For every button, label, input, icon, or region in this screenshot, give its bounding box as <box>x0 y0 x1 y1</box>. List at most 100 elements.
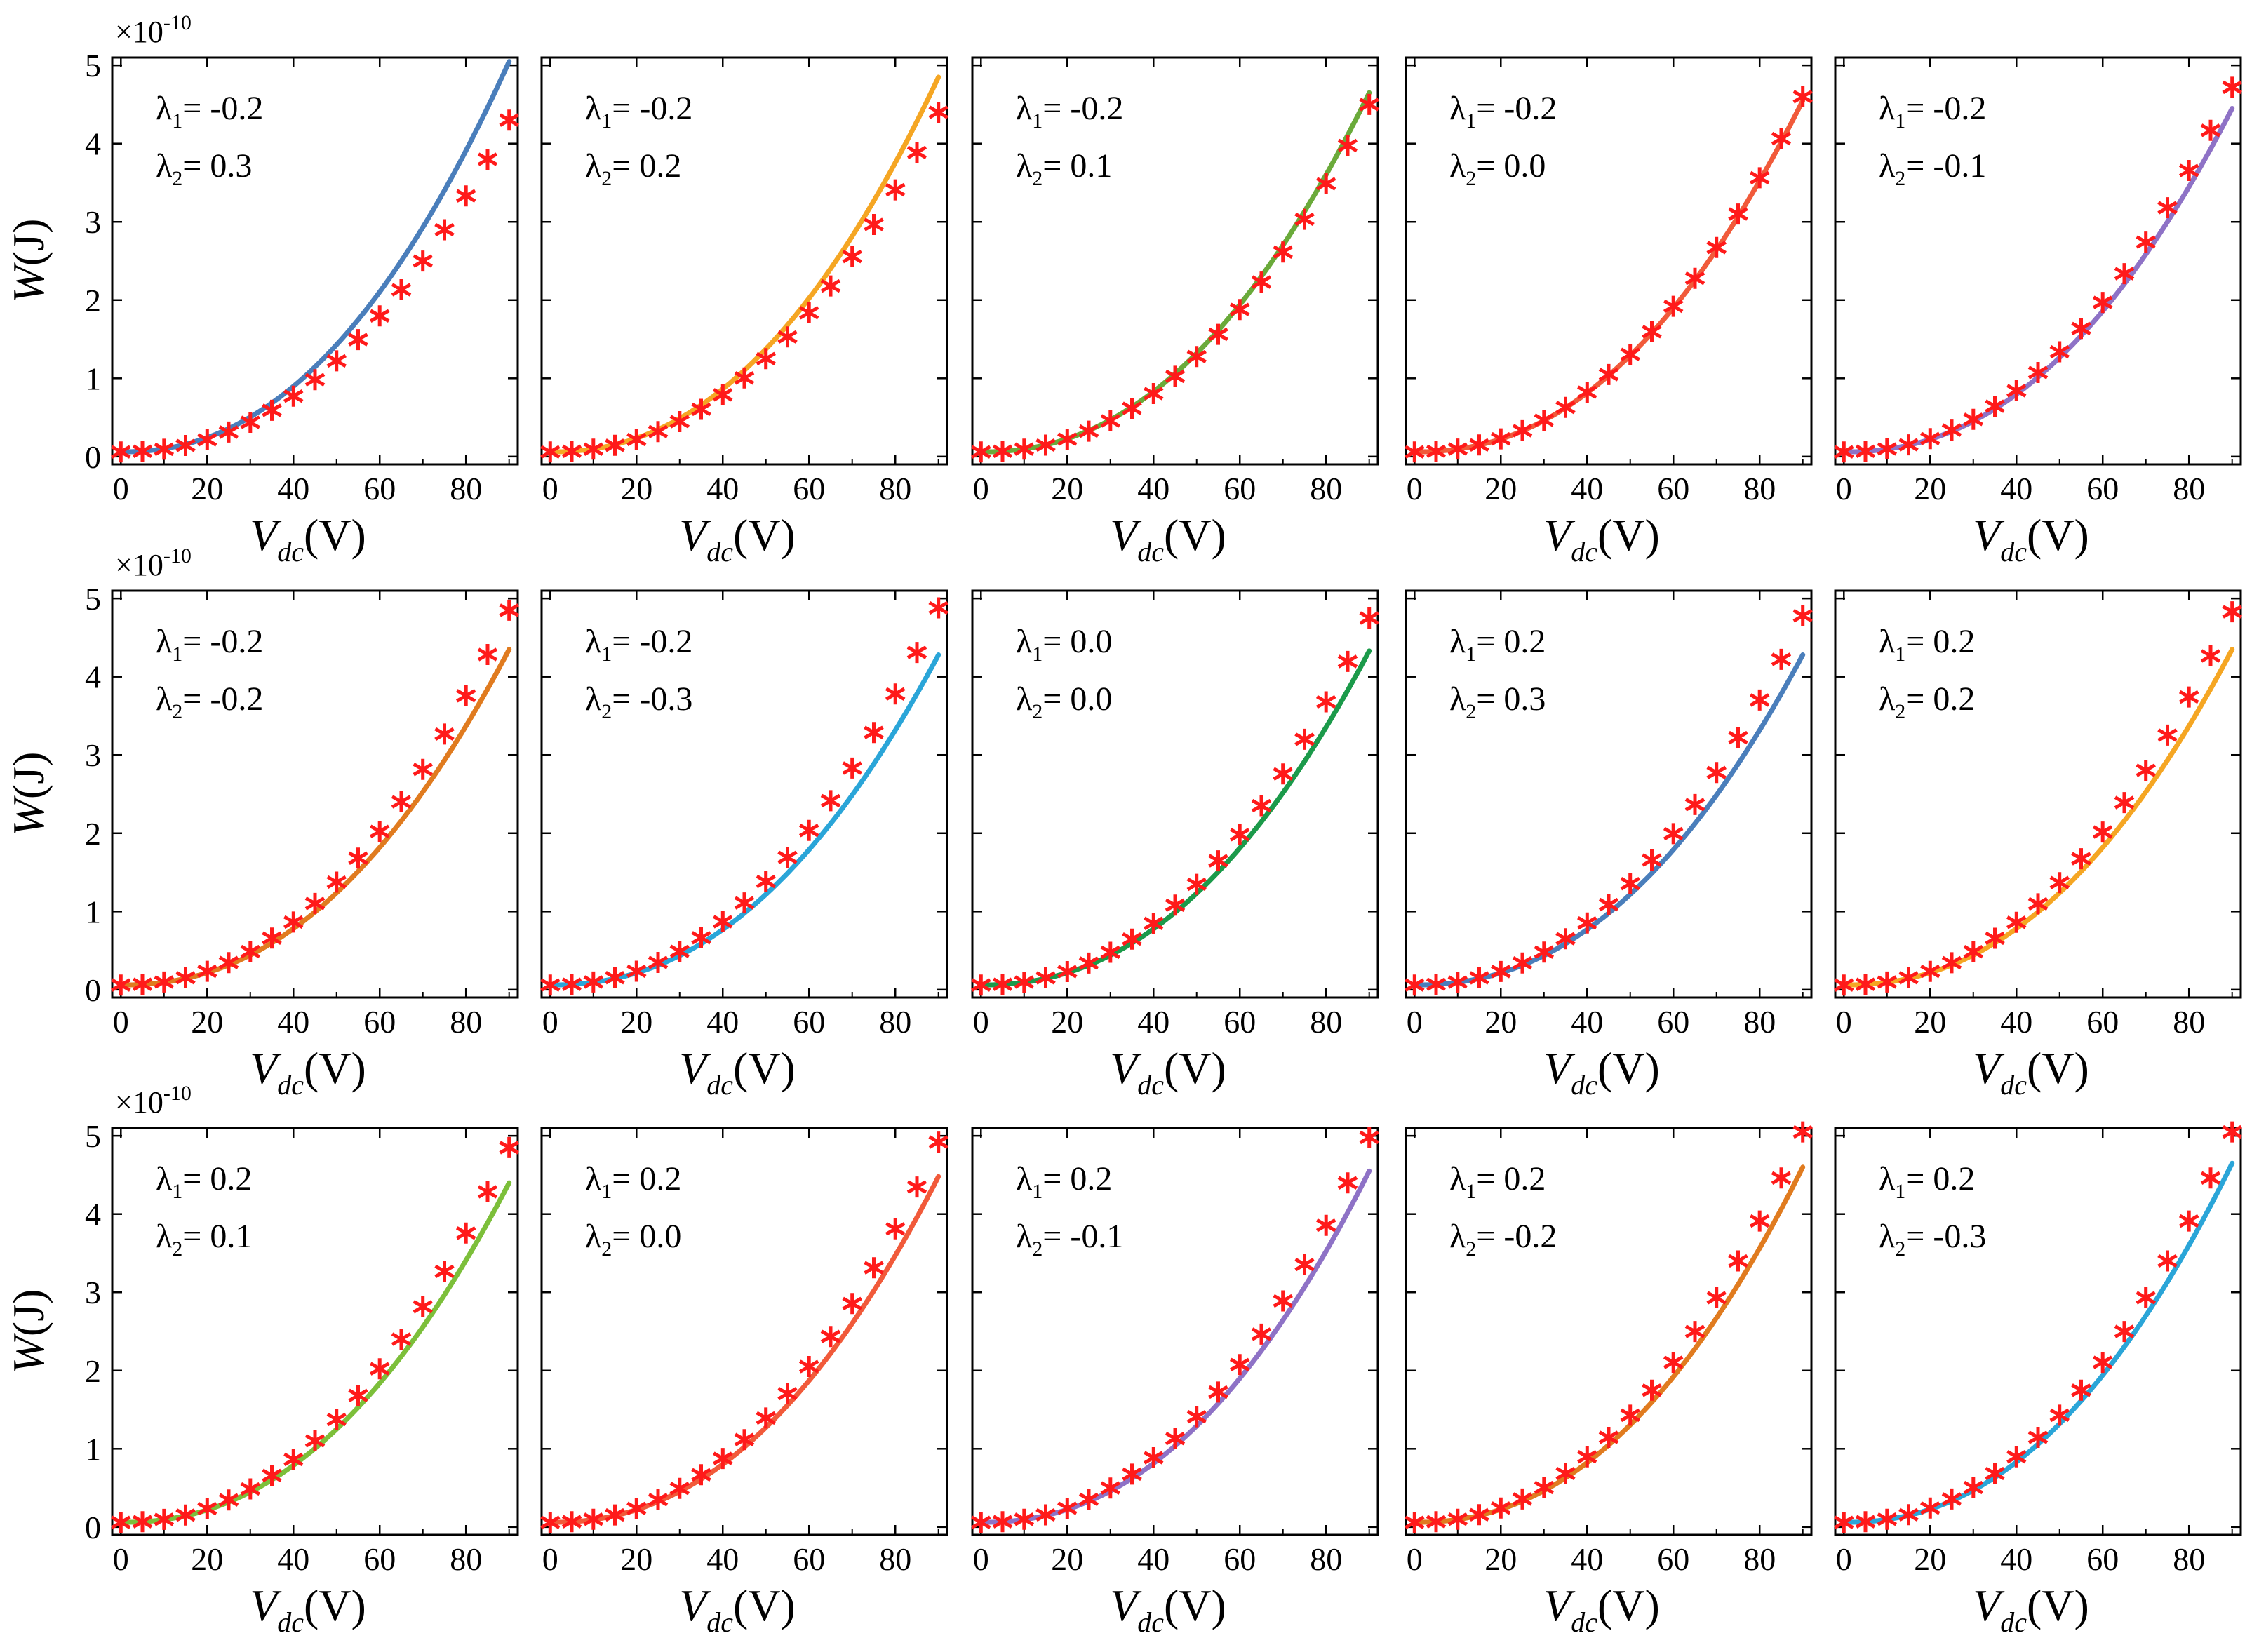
data-point-star <box>197 960 217 982</box>
data-point-star <box>1749 1210 1770 1232</box>
x-tick-label: 80 <box>1743 1541 1776 1577</box>
x-tick-label: 40 <box>706 471 739 506</box>
data-point-star <box>2178 686 2199 708</box>
y-tick-label: 1 <box>85 361 101 396</box>
lambda1-annotation: λ1= 0.2 <box>1879 1160 1975 1203</box>
x-tick-label: 80 <box>1743 471 1776 506</box>
data-point-star <box>777 326 798 348</box>
data-point-star <box>1663 823 1684 845</box>
data-point-star <box>1294 1254 1315 1275</box>
data-point-star <box>2157 1250 2178 1272</box>
lambda1-annotation: λ1= 0.0 <box>1016 623 1112 666</box>
plot-frame <box>1834 1127 2242 1536</box>
x-axis-label: Vdc(V) <box>679 1043 796 1101</box>
data-point-star <box>1512 1488 1533 1510</box>
data-point-star <box>1251 1323 1272 1345</box>
data-point-star <box>2157 724 2178 746</box>
data-point-star <box>2114 1321 2135 1343</box>
data-point-star <box>1920 960 1940 982</box>
data-point-star <box>885 683 906 705</box>
data-point-star <box>262 399 282 421</box>
data-point-star <box>648 1489 669 1510</box>
data-point-star <box>1144 383 1164 404</box>
y-tick-label: 0 <box>85 1510 101 1545</box>
data-point-star <box>2114 263 2135 285</box>
x-tick-label: 40 <box>277 1004 309 1040</box>
data-point-star <box>798 819 819 841</box>
x-axis-label: Vdc(V) <box>250 510 366 568</box>
data-point-star <box>1035 434 1056 456</box>
lambda2-annotation: λ2= 0.2 <box>585 147 681 190</box>
lambda2-annotation: λ2= 0.1 <box>156 1218 252 1261</box>
data-point-star <box>1315 1214 1336 1236</box>
data-point-star <box>1877 438 1898 459</box>
data-point-star <box>561 1511 582 1533</box>
data-point-star <box>1426 974 1447 995</box>
data-point-star <box>1186 873 1207 895</box>
model-curve <box>1412 98 1806 455</box>
data-point-star <box>626 429 647 450</box>
lambda1-annotation: λ1= -0.2 <box>156 90 263 133</box>
plot-frame <box>540 1127 948 1536</box>
x-tick-label: 0 <box>1407 1541 1423 1577</box>
x-tick-label: 80 <box>2173 471 2205 506</box>
data-point-star <box>2027 362 2049 383</box>
x-axis-label: Vdc(V) <box>250 1580 366 1638</box>
model-curve <box>547 74 941 455</box>
data-point-star <box>540 441 561 463</box>
data-point-star <box>1642 321 1662 342</box>
panel-r2-c1: 0 20 40 60 80 λ1= 0.2 λ2= 0.0 Vdc(V) <box>540 1127 948 1638</box>
data-point-star <box>326 871 347 893</box>
x-tick-label: 40 <box>1571 1541 1603 1577</box>
y-tick-label: 3 <box>85 1275 101 1310</box>
data-point-star <box>1728 1250 1748 1272</box>
x-tick-label: 40 <box>706 1004 739 1040</box>
lambda1-annotation: λ1= -0.2 <box>585 90 692 133</box>
data-point-star <box>2222 76 2242 98</box>
data-point-star <box>1337 1172 1358 1194</box>
data-point-star <box>1337 135 1358 156</box>
data-point-star <box>2049 341 2070 363</box>
y-tick-label: 5 <box>85 1118 101 1154</box>
data-point-star <box>1359 93 1379 115</box>
data-point-star <box>1469 434 1489 456</box>
data-point-star <box>369 1358 390 1380</box>
y-tick-label: 1 <box>85 894 101 929</box>
data-point-star <box>1985 927 2005 949</box>
data-point-star <box>499 1136 519 1158</box>
data-point-star <box>2200 119 2221 141</box>
x-tick-label: 0 <box>1836 471 1852 506</box>
data-point-star <box>1684 1321 1705 1343</box>
x-tick-label: 80 <box>2173 1004 2205 1040</box>
data-point-star <box>2092 821 2113 843</box>
data-point-star <box>111 441 131 463</box>
data-point-star <box>1273 1290 1293 1312</box>
model-curve <box>118 1180 512 1525</box>
y-tick-label: 3 <box>85 204 101 240</box>
data-point-star <box>1337 650 1358 672</box>
x-tick-label: 40 <box>277 471 309 506</box>
data-point-star <box>2049 872 2070 894</box>
y-tick-label: 0 <box>85 439 101 475</box>
data-point-star <box>669 411 690 432</box>
data-point-star <box>1898 434 1919 456</box>
data-point-star <box>1294 728 1315 750</box>
lambda1-annotation: λ1= -0.2 <box>1879 90 1986 133</box>
lambda1-annotation: λ1= -0.2 <box>1016 90 1123 133</box>
data-point-star <box>1165 365 1186 387</box>
data-point-star <box>1144 913 1164 934</box>
model-curve <box>547 1174 941 1525</box>
x-tick-label: 60 <box>1224 1004 1256 1040</box>
y-tick-label: 2 <box>85 816 101 852</box>
data-point-star <box>1078 952 1099 974</box>
data-point-star <box>1491 1497 1511 1519</box>
data-point-star <box>369 821 390 842</box>
lambda2-annotation: λ2= 0.0 <box>1449 147 1546 190</box>
data-point-star <box>455 185 476 207</box>
data-point-star <box>1985 396 2005 417</box>
data-point-star <box>583 1508 604 1530</box>
x-axis-label: Vdc(V) <box>250 1043 366 1101</box>
model-curve <box>978 1168 1372 1525</box>
data-point-star <box>1792 605 1813 626</box>
